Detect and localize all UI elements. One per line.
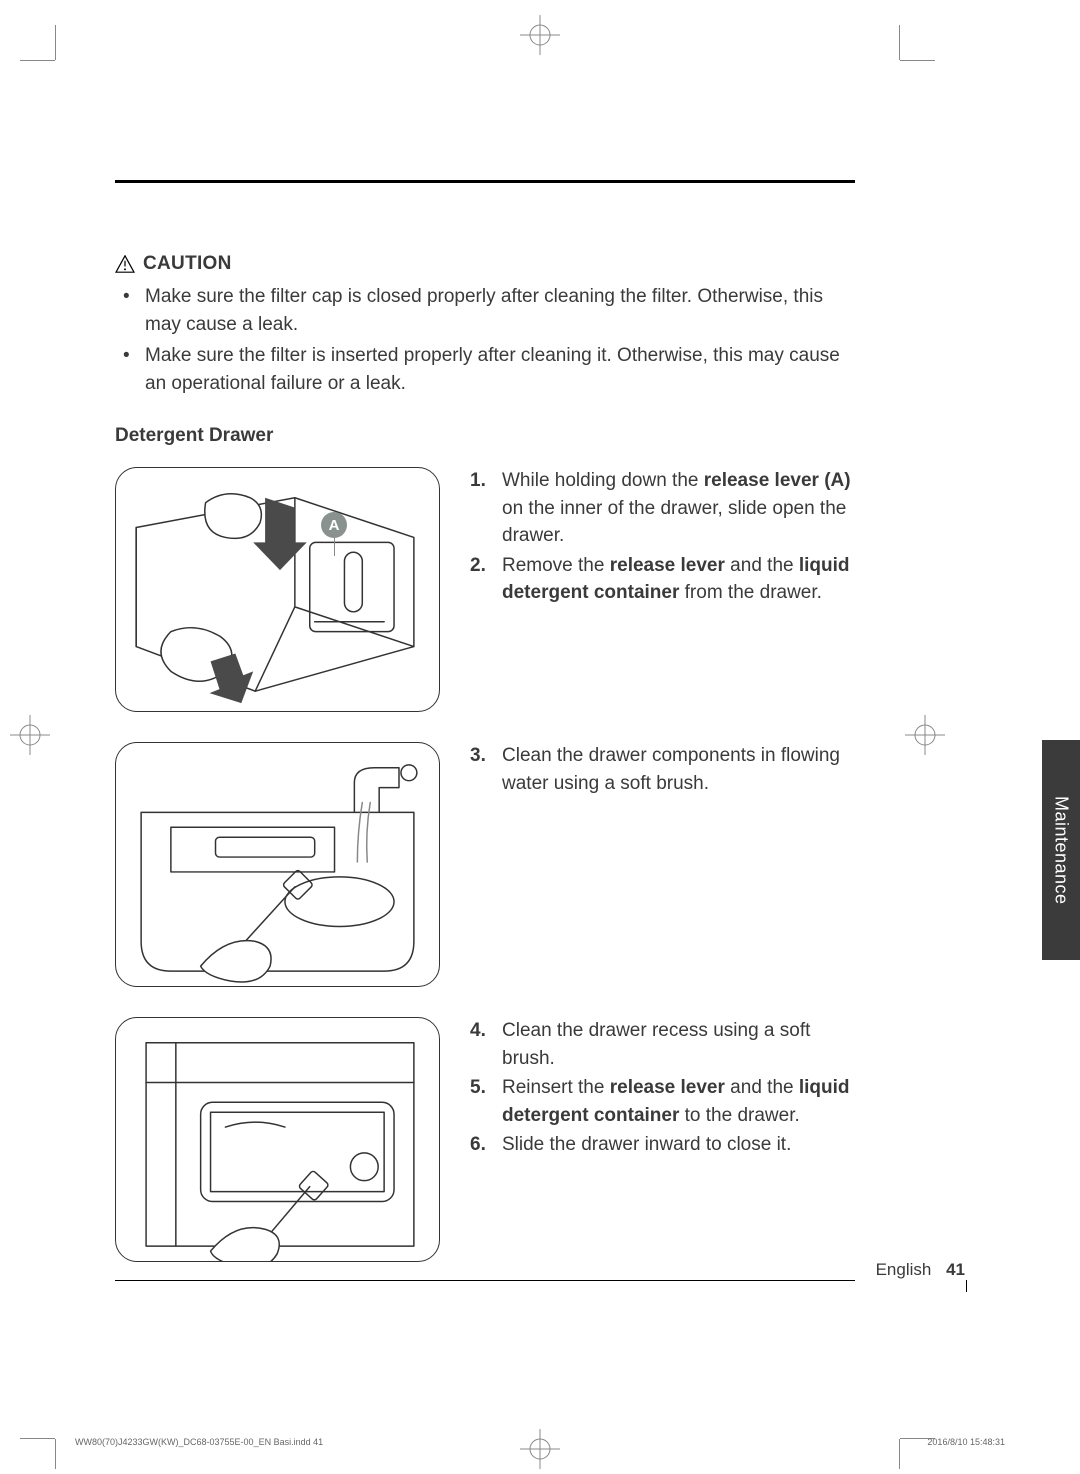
step-3: 3. Clean the drawer components in flowin… (470, 742, 855, 797)
step-text: Clean the drawer components in flowing w… (502, 742, 855, 797)
step-block-2: 3. Clean the drawer components in flowin… (115, 742, 855, 987)
indd-timestamp: 2016/8/10 15:48:31 (927, 1437, 1005, 1447)
registration-mark-icon (900, 710, 950, 760)
section-tab: Maintenance (1042, 740, 1080, 960)
steps-1-2: 1. While holding down the release lever … (470, 467, 855, 609)
crop-mark (55, 1439, 56, 1469)
steps-3: 3. Clean the drawer components in flowin… (470, 742, 855, 799)
caution-item: Make sure the filter cap is closed prope… (115, 283, 855, 338)
step-block-3: 4. Clean the drawer recess using a soft … (115, 1017, 855, 1262)
page-content: CAUTION Make sure the filter cap is clos… (115, 180, 855, 1292)
step-block-1: A 1. While holding down the release leve… (115, 467, 855, 712)
registration-mark-icon (5, 710, 55, 760)
illustration-clean-components (115, 742, 440, 987)
step-number: 1. (470, 467, 492, 550)
label-a-badge: A (321, 512, 347, 538)
indd-filename: WW80(70)J4233GW(KW)_DC68-03755E-00_EN Ba… (75, 1437, 323, 1447)
step-6: 6. Slide the drawer inward to close it. (470, 1131, 855, 1159)
crop-mark (900, 60, 935, 61)
label-leader (334, 536, 335, 556)
step-1: 1. While holding down the release lever … (470, 467, 855, 550)
steps-4-6: 4. Clean the drawer recess using a soft … (470, 1017, 855, 1161)
step-text: Remove the release lever and the liquid … (502, 552, 855, 607)
step-text: Clean the drawer recess using a soft bru… (502, 1017, 855, 1072)
step-number: 4. (470, 1017, 492, 1072)
step-text: Reinsert the release lever and the liqui… (502, 1074, 855, 1129)
step-number: 6. (470, 1131, 492, 1159)
footer-page-number: 41 (946, 1260, 965, 1279)
step-number: 2. (470, 552, 492, 607)
caution-item: Make sure the filter is inserted properl… (115, 342, 855, 397)
step-text: Slide the drawer inward to close it. (502, 1131, 855, 1159)
step-5: 5. Reinsert the release lever and the li… (470, 1074, 855, 1129)
top-rule (115, 180, 855, 183)
footer-text: English 41 (876, 1260, 965, 1280)
caution-label: CAUTION (143, 253, 232, 275)
registration-mark-icon (515, 1424, 565, 1474)
step-2: 2. Remove the release lever and the liqu… (470, 552, 855, 607)
crop-mark (20, 1438, 55, 1439)
crop-mark (899, 25, 900, 60)
caution-heading: CAUTION (115, 253, 855, 275)
subheading: Detergent Drawer (115, 425, 855, 447)
step-text: While holding down the release lever (A)… (502, 467, 855, 550)
step-4: 4. Clean the drawer recess using a soft … (470, 1017, 855, 1072)
caution-icon (115, 255, 135, 273)
crop-mark (20, 60, 55, 61)
footer-language: English (876, 1260, 932, 1279)
crop-mark (899, 1439, 900, 1469)
illustration-drawer-open: A (115, 467, 440, 712)
registration-mark-icon (515, 10, 565, 60)
caution-list: Make sure the filter cap is closed prope… (115, 283, 855, 397)
footer-rule (115, 1280, 855, 1281)
step-number: 5. (470, 1074, 492, 1129)
step-number: 3. (470, 742, 492, 797)
footer-tick (966, 1280, 967, 1292)
crop-mark (55, 25, 56, 60)
illustration-clean-recess (115, 1017, 440, 1262)
